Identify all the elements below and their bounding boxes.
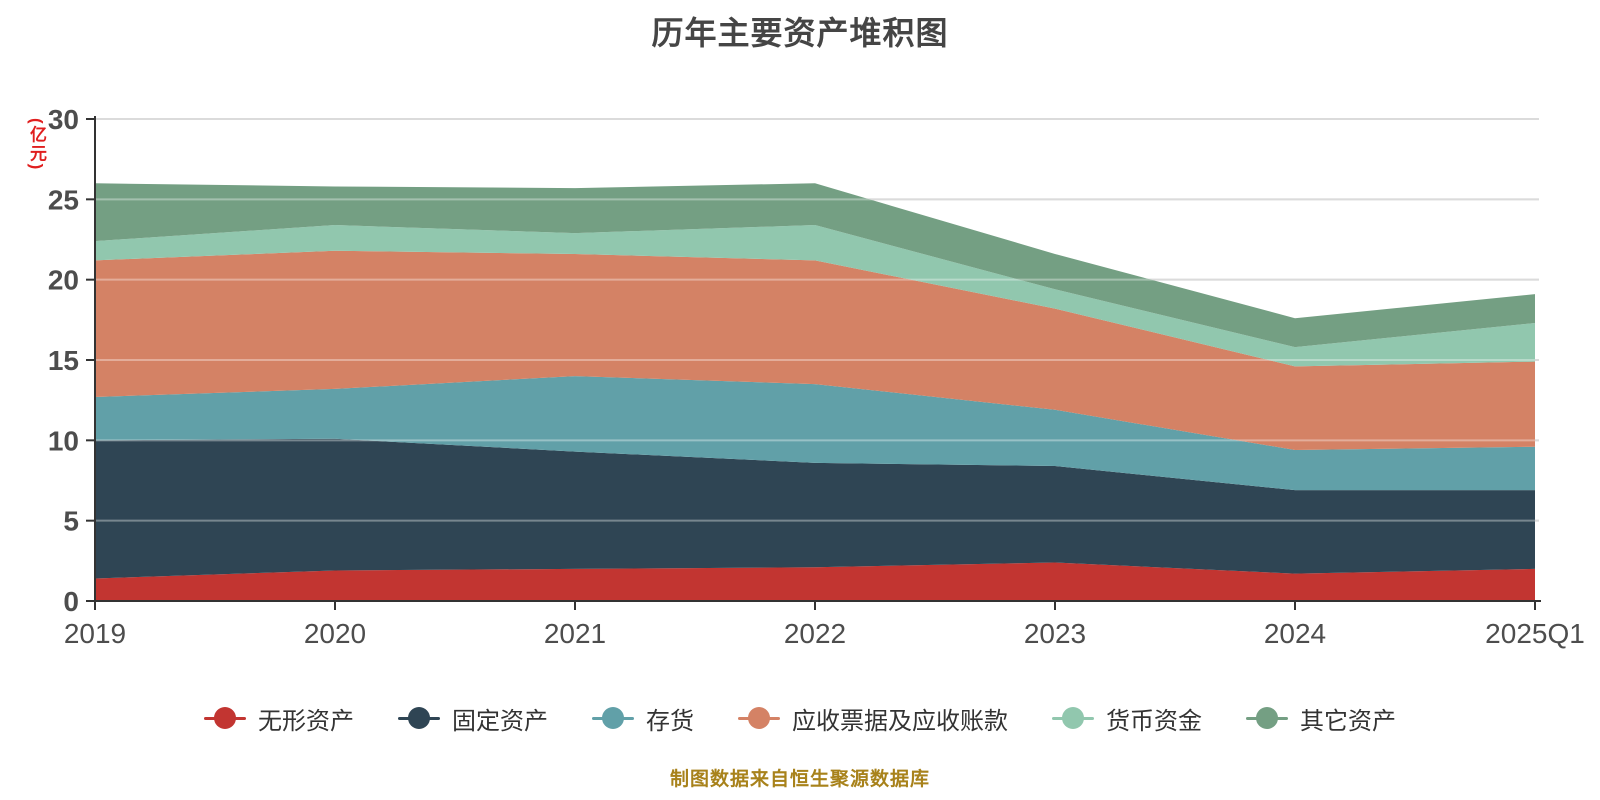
area-series-3 [95, 250, 1535, 450]
data-source-caption: 制图数据来自恒生聚源数据库 [669, 769, 930, 790]
area-series-1 [95, 438, 1535, 579]
y-axis-label: 30 [48, 104, 79, 135]
legend-line-circle-icon [592, 706, 634, 730]
x-axis-label: 2024 [1264, 618, 1326, 649]
legend-item-2[interactable]: 存货 [592, 701, 694, 736]
legend-item-5[interactable]: 其它资产 [1246, 701, 1396, 736]
y-axis-unit-label: (亿元) [27, 118, 46, 172]
x-axis-label: 2020 [304, 618, 366, 649]
x-axis-label: 2022 [784, 618, 846, 649]
legend-label: 固定资产 [452, 707, 548, 735]
area-series-5 [95, 183, 1535, 348]
legend-item-3[interactable]: 应收票据及应收账款 [738, 701, 1008, 736]
x-axis-label: 2025Q1 [1485, 618, 1585, 649]
legend: 无形资产 固定资产 存货 应收票据及应收账款 货币资金 其它资产 [0, 698, 1600, 738]
x-axis-label: 2019 [64, 618, 126, 649]
legend-item-1[interactable]: 固定资产 [398, 701, 548, 736]
x-axis-label: 2023 [1024, 618, 1086, 649]
legend-line-circle-icon [204, 706, 246, 730]
y-axis-label: 10 [48, 425, 79, 456]
area-series-4 [95, 225, 1535, 367]
legend-label: 其它资产 [1300, 707, 1396, 735]
stacked-area-chart: 0 5 10 15 20 25 30 2019 2020 2021 2022 2023 2024 2025… [48, 104, 1585, 649]
legend-line-circle-icon [398, 706, 440, 730]
legend-item-4[interactable]: 货币资金 [1052, 701, 1202, 736]
legend-line-circle-icon [738, 706, 780, 730]
y-axis-label: 25 [48, 184, 79, 215]
legend-line-circle-icon [1246, 706, 1288, 730]
legend-item-0[interactable]: 无形资产 [204, 701, 354, 736]
legend-line-circle-icon [1052, 706, 1094, 730]
legend-label: 应收票据及应收账款 [792, 707, 1008, 735]
legend-label: 存货 [646, 707, 694, 735]
area-series-0 [95, 562, 1535, 601]
y-axis-label: 15 [48, 345, 79, 376]
y-axis-label: 20 [48, 265, 79, 296]
area-series-2 [95, 376, 1535, 491]
legend-label: 无形资产 [258, 707, 354, 735]
chart-title: 历年主要资产堆积图 [651, 15, 949, 51]
y-axis-label: 5 [63, 506, 79, 537]
legend-label: 货币资金 [1106, 707, 1202, 735]
x-axis-label: 2021 [544, 618, 606, 649]
y-axis-label: 0 [63, 586, 79, 617]
